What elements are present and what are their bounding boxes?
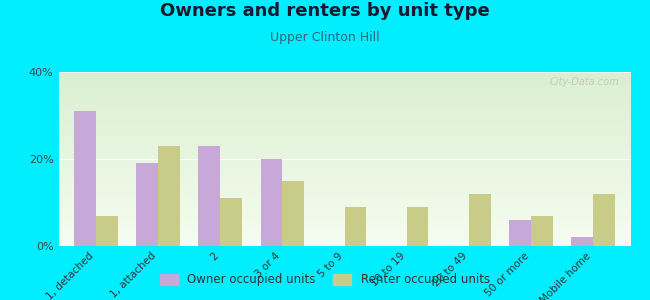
Bar <box>282 181 304 246</box>
Text: City-Data.com: City-Data.com <box>549 77 619 87</box>
Bar <box>158 146 180 246</box>
Bar <box>407 207 428 246</box>
Bar <box>571 237 593 246</box>
Bar <box>74 111 96 246</box>
Bar <box>509 220 531 246</box>
Bar <box>531 215 552 246</box>
Bar <box>593 194 615 246</box>
Bar <box>344 207 366 246</box>
Bar <box>220 198 242 246</box>
Bar <box>96 215 118 246</box>
Text: Owners and renters by unit type: Owners and renters by unit type <box>160 2 490 20</box>
Bar <box>261 159 282 246</box>
Bar <box>469 194 491 246</box>
Legend: Owner occupied units, Renter occupied units: Owner occupied units, Renter occupied un… <box>155 269 495 291</box>
Bar <box>198 146 220 246</box>
Text: Upper Clinton Hill: Upper Clinton Hill <box>270 32 380 44</box>
Bar <box>136 163 158 246</box>
